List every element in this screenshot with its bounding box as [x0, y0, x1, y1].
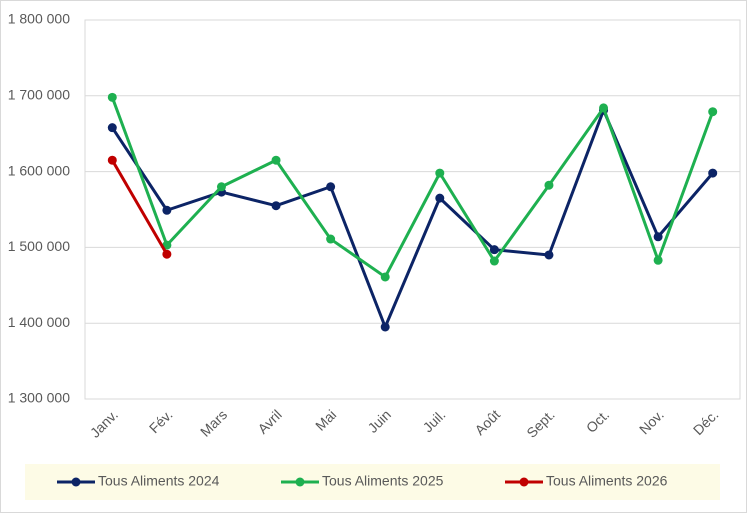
point — [599, 103, 609, 113]
point — [326, 182, 336, 192]
point — [435, 168, 445, 178]
point — [708, 168, 718, 178]
point — [107, 123, 117, 133]
point — [544, 250, 554, 260]
y-tick-label: 1 800 000 — [8, 11, 70, 27]
legend-marker — [519, 477, 529, 487]
y-tick-label: 1 400 000 — [8, 314, 70, 330]
point — [653, 255, 663, 265]
point — [271, 155, 281, 165]
point — [162, 249, 172, 259]
y-tick-label: 1 300 000 — [8, 390, 70, 406]
point — [380, 322, 390, 332]
point — [489, 245, 499, 255]
point — [107, 92, 117, 102]
point — [435, 193, 445, 203]
point — [380, 272, 390, 282]
legend-label: Tous Aliments 2026 — [546, 473, 668, 489]
legend-box — [25, 464, 720, 500]
point — [653, 232, 663, 242]
point — [162, 205, 172, 215]
point — [271, 201, 281, 211]
legend-label: Tous Aliments 2025 — [322, 473, 444, 489]
point — [326, 234, 336, 244]
point — [544, 180, 554, 190]
legend-marker — [295, 477, 305, 487]
point — [107, 155, 117, 165]
series-line — [110, 159, 169, 255]
y-tick-label: 1 600 000 — [8, 162, 70, 178]
y-tick-label: 1 500 000 — [8, 238, 70, 254]
point — [489, 256, 499, 266]
point — [708, 107, 718, 117]
legend-marker — [71, 477, 81, 487]
y-tick-label: 1 700 000 — [8, 87, 70, 103]
legend-label: Tous Aliments 2024 — [98, 473, 220, 489]
point — [216, 182, 226, 192]
series-line — [110, 96, 715, 279]
